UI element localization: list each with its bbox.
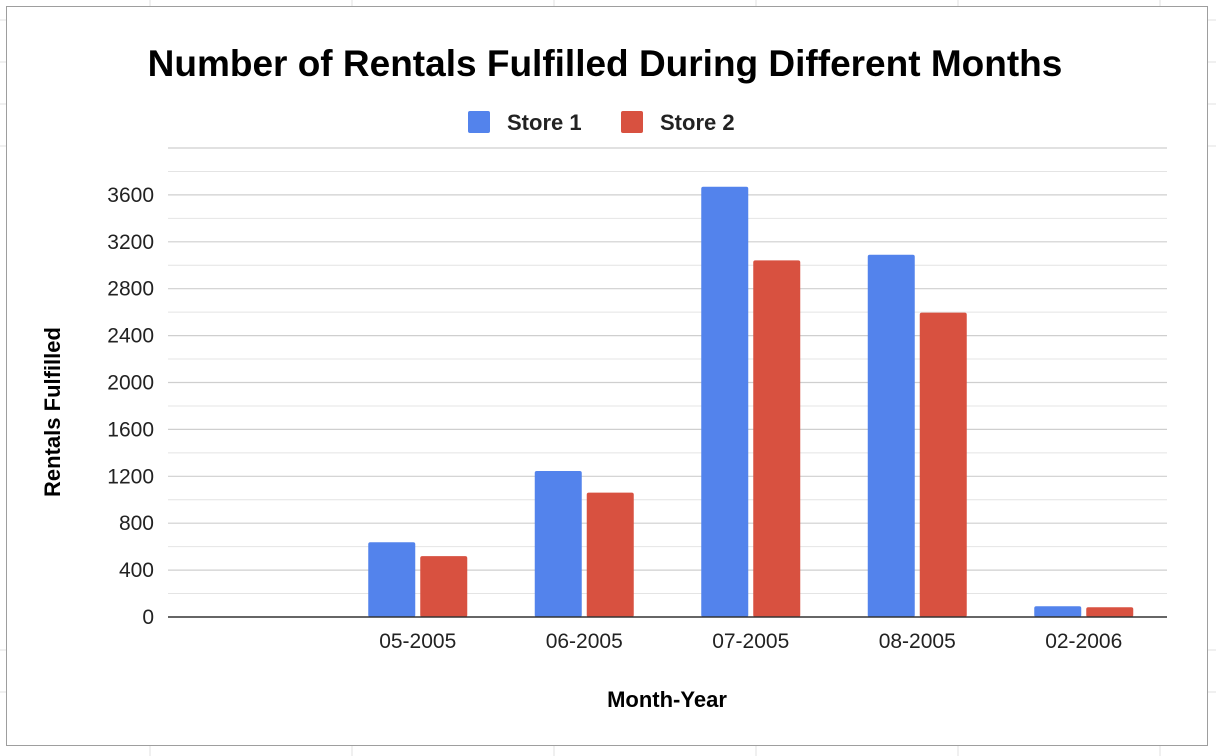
chart-title: Number of Rentals Fulfilled During Diffe… bbox=[148, 43, 1063, 84]
bar-store-2-05-2005[interactable] bbox=[420, 556, 468, 617]
y-tick-label: 400 bbox=[119, 559, 154, 582]
chart-legend: Store 1 Store 2 bbox=[468, 110, 735, 135]
y-tick-label: 1200 bbox=[107, 465, 154, 488]
chart-container[interactable]: Number of Rentals Fulfilled During Diffe… bbox=[6, 6, 1208, 746]
x-axis-title: Month-Year bbox=[607, 687, 727, 712]
y-tick-label: 1600 bbox=[107, 418, 154, 441]
bars bbox=[368, 186, 1134, 617]
bar-store-2-07-2005[interactable] bbox=[753, 260, 801, 617]
bar-chart: Number of Rentals Fulfilled During Diffe… bbox=[40, 43, 1167, 712]
legend-label: Store 1 bbox=[507, 110, 582, 135]
bar-store-1-05-2005[interactable] bbox=[368, 542, 416, 617]
bar-store-1-06-2005[interactable] bbox=[534, 471, 582, 617]
legend-swatch-store-2 bbox=[621, 111, 643, 133]
legend-swatch-store-1 bbox=[468, 111, 490, 133]
x-tick-label: 08-2005 bbox=[879, 630, 956, 653]
x-tick-label: 07-2005 bbox=[712, 630, 789, 653]
x-tick-label: 06-2005 bbox=[546, 630, 623, 653]
bar-store-1-02-2006[interactable] bbox=[1034, 606, 1082, 617]
x-tick-label: 05-2005 bbox=[379, 630, 456, 653]
legend-label: Store 2 bbox=[660, 110, 735, 135]
y-tick-label: 2400 bbox=[107, 325, 154, 348]
y-tick-label: 0 bbox=[142, 606, 154, 629]
x-axis-ticks: 05-2005 06-2005 07-2005 08-2005 02-2006 bbox=[379, 630, 1122, 653]
y-tick-label: 2000 bbox=[107, 372, 154, 395]
y-tick-label: 3600 bbox=[107, 184, 154, 207]
bar-store-1-08-2005[interactable] bbox=[867, 254, 915, 617]
y-axis-title: Rentals Fulfilled bbox=[40, 327, 65, 497]
x-tick-label: 02-2006 bbox=[1045, 630, 1122, 653]
y-tick-label: 2800 bbox=[107, 278, 154, 301]
y-tick-label: 800 bbox=[119, 512, 154, 535]
bar-store-2-06-2005[interactable] bbox=[586, 492, 634, 617]
bar-store-1-07-2005[interactable] bbox=[701, 186, 749, 617]
bar-store-2-08-2005[interactable] bbox=[919, 312, 967, 617]
y-axis-ticks: 0 400 800 1200 1600 2000 2400 2800 3200 3600 bbox=[107, 184, 154, 629]
y-tick-label: 3200 bbox=[107, 231, 154, 254]
gridlines bbox=[168, 147, 1167, 595]
bar-store-2-02-2006[interactable] bbox=[1086, 607, 1134, 617]
